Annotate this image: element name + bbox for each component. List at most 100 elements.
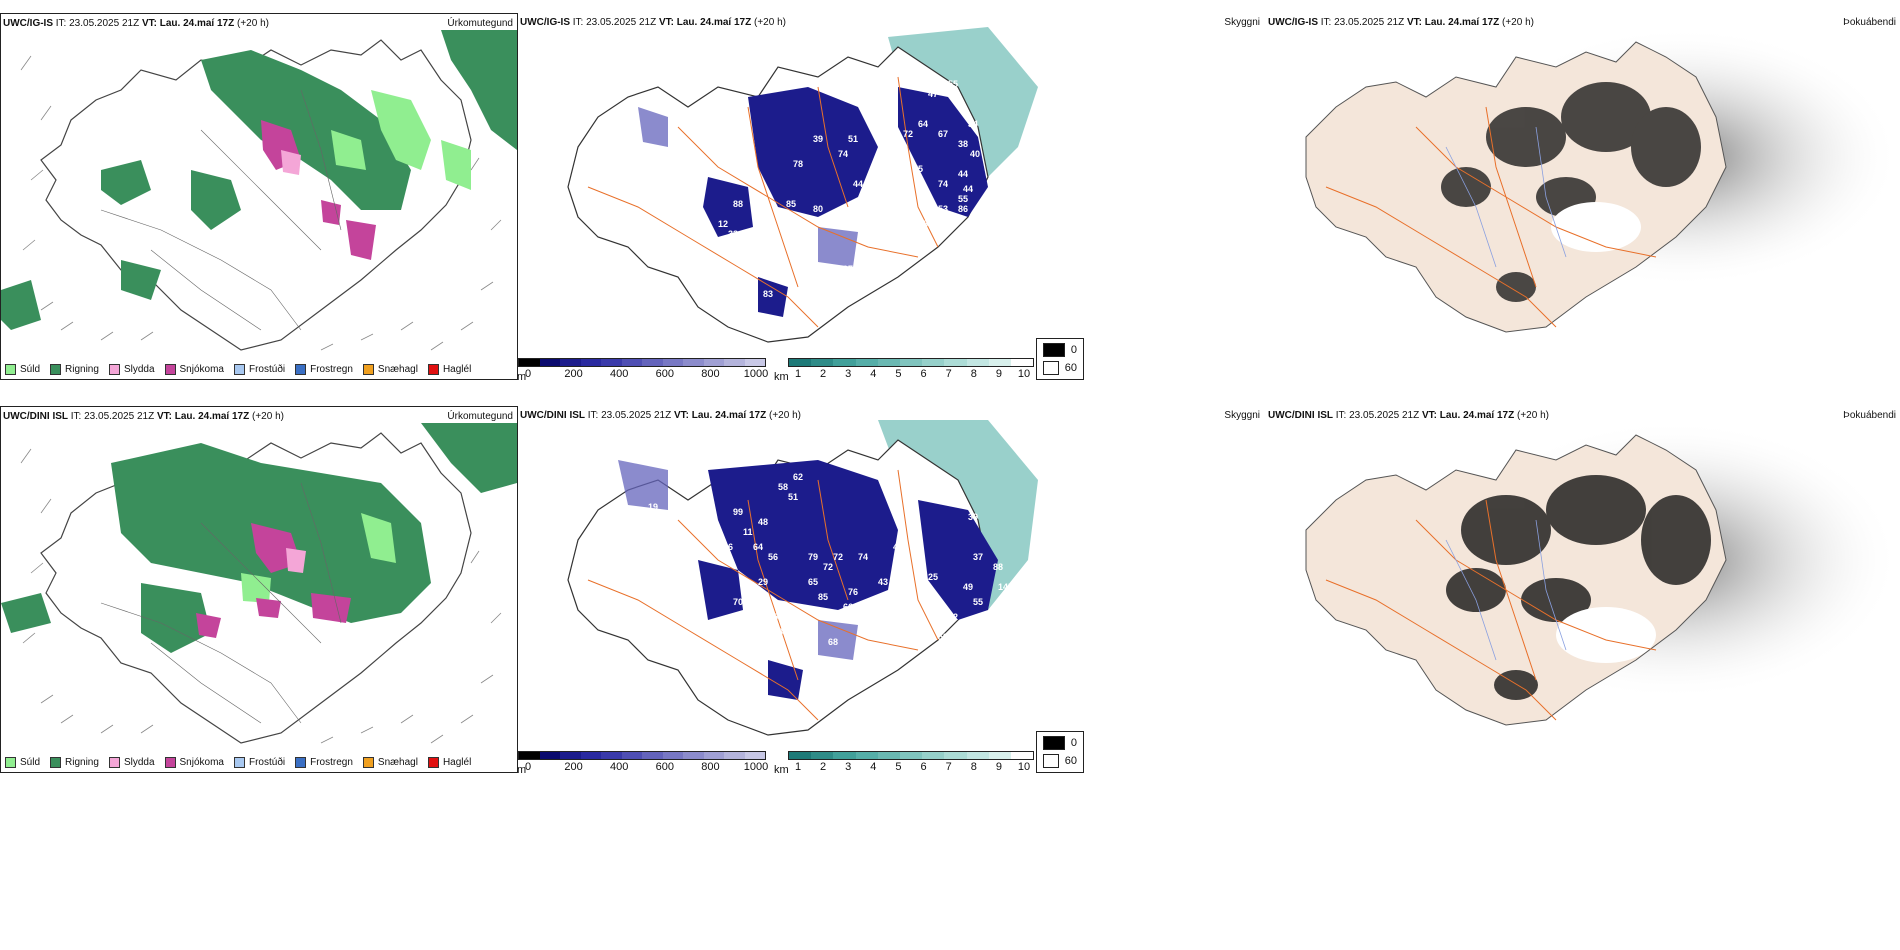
low-cloud-areas: [703, 87, 988, 317]
road-network: [1325, 106, 1657, 328]
colorbar-segment: [811, 359, 834, 366]
fog-index-map: [1305, 420, 1900, 726]
legend-label: Snæhagl: [377, 364, 418, 375]
cloud-base-label: 55: [973, 597, 983, 607]
cloud-base-label: 67: [938, 129, 948, 139]
colorbar-tick: 400: [610, 368, 629, 380]
cloud-base-label: 37: [973, 552, 983, 562]
colorbar-tick: 1000: [743, 368, 769, 380]
cloud-base-label: 58: [778, 482, 788, 492]
colorbar-tick: 6: [920, 761, 927, 773]
colorbar-segment: [580, 752, 601, 759]
cloud-base-label: 62: [793, 472, 803, 482]
colorbar-tick: 9: [995, 761, 1002, 773]
cloud-base-label: 56: [768, 552, 778, 562]
rain-areas: [1, 30, 517, 330]
colorbar-tick: 600: [655, 761, 674, 773]
cloud-base-label: 44: [958, 169, 968, 179]
panel-title: UWC/IG-IS IT: 23.05.2025 21Z VT: Lau. 24…: [520, 17, 786, 28]
road-network: [1325, 499, 1657, 721]
colorbar-ticks: 1 2 3 4 5 6 7 8 9 10: [788, 760, 1034, 773]
colorbar-tick: 8: [970, 761, 977, 773]
colorbar-segment: [642, 359, 663, 366]
model-name: UWC/IG-IS: [1268, 17, 1318, 28]
cloud-base-label: 44: [963, 184, 973, 194]
colorbar-tick: 0: [524, 368, 532, 380]
key-label: 0: [1070, 737, 1077, 749]
issue-time: IT: 23.05.2025 21Z: [1333, 410, 1422, 421]
parameter-label: Þokuábendi: [1843, 410, 1896, 421]
colorbar-segment: [601, 359, 622, 366]
colorbar-tick: 9: [995, 368, 1002, 380]
river-lines: [1445, 519, 1567, 661]
vt-label: VT:: [1406, 17, 1422, 28]
fog-key: 0 60: [1036, 338, 1084, 380]
cloud-base-label: 40: [970, 149, 980, 159]
vt-label: VT:: [673, 410, 689, 421]
colorbar-segment: [855, 359, 878, 366]
cloud-base-label: 125: [923, 572, 938, 582]
precip-legend: Súld Rigning Slydda Snjókoma Frostúði Fr…: [5, 757, 471, 768]
colorbar-segment: [988, 359, 1011, 366]
low-cloud-areas: [698, 460, 998, 700]
colorbar-segment: [833, 752, 856, 759]
legend-swatch: [233, 364, 245, 375]
cloud-base-label: 72: [823, 562, 833, 572]
cloud-base-label: 42: [893, 542, 903, 552]
colorbar-tick: 3: [845, 761, 852, 773]
legend-swatch: [362, 364, 374, 375]
cloud-base-label: 84: [883, 189, 893, 199]
cloud-base-label: 185: [868, 254, 883, 264]
road-network: [587, 469, 939, 721]
lead-time: (+20 h): [766, 410, 801, 421]
legend-item: Snjókoma: [164, 757, 224, 768]
colorbar-unit: m: [518, 764, 527, 773]
cloud-base-label: 34: [968, 119, 978, 129]
fog-clear-area: [1556, 607, 1656, 663]
legend-label: Snjókoma: [179, 364, 224, 375]
colorbar-segment: [988, 752, 1011, 759]
cloud-base-label: 70: [733, 597, 743, 607]
key-swatch-black: [1043, 736, 1065, 750]
parameter-label: Skyggni: [1224, 17, 1260, 28]
colorbar-tick: 1: [794, 368, 802, 380]
colorbar-tick: 2: [820, 368, 827, 380]
legend-item: Súld: [5, 757, 40, 768]
cloud-base-label: 61: [768, 229, 778, 239]
precip-map: [1, 423, 517, 744]
cloud-base-label: 75: [913, 164, 923, 174]
legend-item: Slydda: [108, 364, 155, 375]
cloud-base-label: 80: [813, 204, 823, 214]
visibility-colorbar: 1 2 3 4 5 6 7 8 9 10 km: [774, 358, 1034, 380]
colorbar-segment: [744, 752, 765, 759]
legend-item: Frostregn: [295, 757, 353, 768]
mid-cloud-areas: [618, 460, 858, 660]
cloud-base-label: 11: [743, 527, 753, 537]
legend-item: Súld: [5, 364, 40, 375]
cloud-base-label: 44: [853, 179, 863, 189]
parameter-label: Úrkomutegund: [447, 411, 513, 422]
road-lines: [100, 482, 342, 724]
colorbar-tick: 0: [524, 761, 532, 773]
cloud-base-label: 38: [958, 139, 968, 149]
legend-swatch: [5, 757, 16, 768]
cloud-base-label: 53: [938, 204, 948, 214]
issue-time: IT: 23.05.2025 21Z: [53, 18, 142, 29]
cloud-base-label: 39: [968, 512, 978, 522]
key-row: 0: [1043, 736, 1077, 750]
legend-swatch: [295, 757, 307, 768]
parameter-label: Úrkomutegund: [447, 18, 513, 29]
cloud-base-label: 6: [688, 582, 693, 592]
colorbar-segment: [811, 752, 834, 759]
colorbar-tick: 2: [820, 761, 827, 773]
cloud-base-label: 64: [918, 119, 928, 129]
colorbar-segment: [789, 752, 812, 759]
cloud-base-label: 85: [768, 712, 778, 722]
cloud-base-label: 50: [748, 712, 758, 722]
fog-key: 0 60: [1036, 731, 1084, 773]
parameter-label: Skyggni: [1224, 410, 1260, 421]
colorbar-segment: [519, 359, 540, 366]
lead-time: (+20 h): [751, 17, 786, 28]
